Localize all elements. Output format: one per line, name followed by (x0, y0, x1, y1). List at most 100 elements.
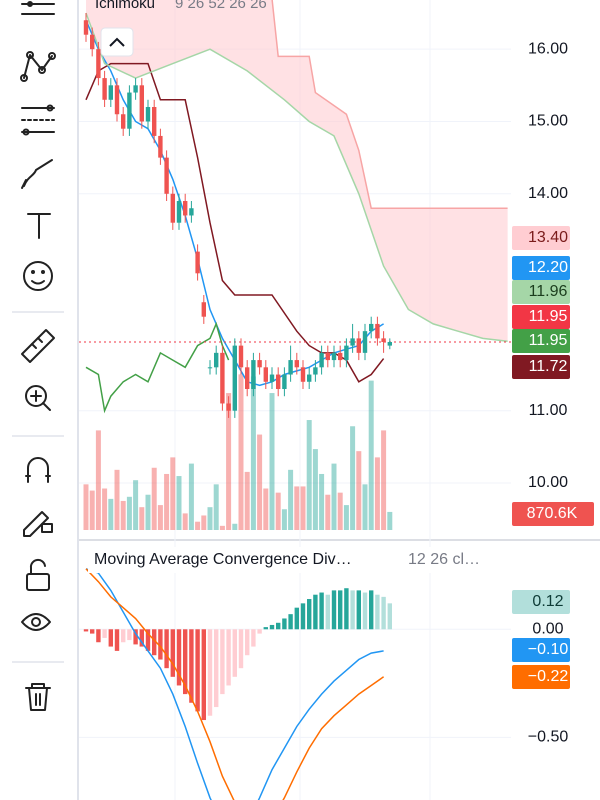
candle-body (232, 345, 237, 411)
candle-body (121, 114, 126, 129)
macd-pane (79, 568, 511, 800)
tool-magnet[interactable] (25, 457, 51, 483)
histogram-bar (232, 629, 237, 677)
candle-body (338, 352, 343, 361)
volume-bar (343, 505, 349, 530)
volume-bar (306, 420, 312, 530)
histogram-bar (214, 629, 219, 708)
volume-bar (368, 380, 374, 530)
price-badge-label: 12.20 (528, 259, 568, 276)
candle-body (207, 367, 213, 369)
tool-lines[interactable] (21, 1, 55, 15)
candle-body (220, 352, 225, 404)
candle-body (176, 201, 182, 223)
candle-body (83, 20, 89, 35)
tool-visibility[interactable] (21, 613, 51, 631)
tool-delete[interactable] (25, 683, 51, 711)
histogram-bar (189, 629, 194, 703)
histogram-bar (145, 629, 151, 651)
tool-emoji[interactable] (23, 261, 53, 291)
volume-bar (114, 469, 120, 530)
price-pane (79, 0, 511, 530)
candle-body (108, 85, 113, 100)
price-badge-label: 870.6K (527, 505, 578, 522)
volume-bar (102, 488, 108, 530)
histogram-bar (133, 629, 138, 645)
price-badge-label: −0.10 (528, 641, 569, 658)
histogram-bar (83, 629, 89, 632)
candle-body (183, 201, 188, 216)
candle-body (257, 360, 262, 368)
histogram-bar (226, 629, 231, 686)
candle-body (387, 342, 392, 346)
candle-body (102, 78, 107, 100)
y-tick-label: −0.50 (528, 729, 569, 746)
candle-body (158, 135, 163, 158)
candle-body (127, 92, 132, 129)
candle-body (381, 338, 386, 343)
volume-bar (108, 498, 114, 530)
candle-body (282, 374, 287, 390)
histogram-bar (164, 629, 169, 669)
histogram-bar (300, 603, 306, 630)
tool-brush[interactable] (21, 159, 53, 189)
tool-text[interactable] (27, 213, 51, 239)
price-badge-label: 11.95 (529, 308, 568, 325)
tool-ruler[interactable] (21, 329, 55, 363)
candle-body (201, 302, 206, 317)
volume-bar (133, 480, 139, 530)
candle-body (96, 49, 101, 79)
volume-bar (151, 467, 157, 530)
volume-bar (374, 457, 380, 530)
candle-body (375, 323, 380, 339)
price-badge-label: 11.96 (529, 283, 568, 300)
histogram-bar (344, 588, 349, 630)
volume-bar (387, 511, 393, 530)
histogram-bar (114, 629, 120, 651)
candle-body (189, 208, 194, 216)
histogram-bar (294, 607, 299, 630)
candle-body (319, 352, 324, 368)
volume-bar (207, 507, 213, 530)
tool-zoom[interactable] (25, 385, 51, 411)
volume-bar (269, 393, 275, 530)
histogram-bar (201, 629, 206, 721)
histogram-bar (176, 629, 182, 686)
price-badge (512, 355, 570, 379)
price-badge (512, 638, 570, 662)
indicator-line (85, 568, 385, 800)
y-tick-label: 16.00 (528, 40, 568, 57)
histogram-bar (276, 622, 281, 630)
volume-bar (244, 471, 250, 530)
histogram-bar (152, 629, 157, 656)
volume-bar (145, 494, 151, 530)
candle-body (226, 403, 231, 411)
histogram-bar (307, 599, 312, 630)
histogram-bar (245, 629, 250, 656)
histogram-bar (381, 596, 386, 630)
ichimoku-cloud (86, 0, 508, 342)
histogram-bar (319, 592, 324, 630)
histogram-bar (375, 594, 380, 630)
volume-bar (250, 376, 256, 530)
tool-lock-drawings[interactable] (23, 511, 53, 537)
collapse-button[interactable] (100, 27, 134, 57)
price-badge-label: 13.40 (528, 229, 568, 246)
axes: 16.00 15.00 14.00 11.00 10.00 13.40 12.20 11.96… (512, 40, 594, 746)
price-badge-label: 11.72 (529, 358, 568, 375)
candle-body (325, 352, 330, 361)
histogram-bar (282, 618, 287, 630)
candle-body (145, 107, 151, 122)
price-badge (512, 256, 570, 280)
tool-fib[interactable] (21, 104, 55, 136)
histogram-bar (96, 629, 101, 643)
volume-bar (263, 488, 269, 530)
volume-bar (337, 492, 343, 530)
tool-pattern[interactable] (20, 51, 56, 82)
tool-lock[interactable] (26, 558, 50, 591)
price-badge (512, 280, 570, 304)
histogram-bar (90, 629, 95, 634)
histogram-bar (338, 590, 343, 630)
candle-body (331, 352, 337, 361)
price-badge (512, 590, 570, 614)
